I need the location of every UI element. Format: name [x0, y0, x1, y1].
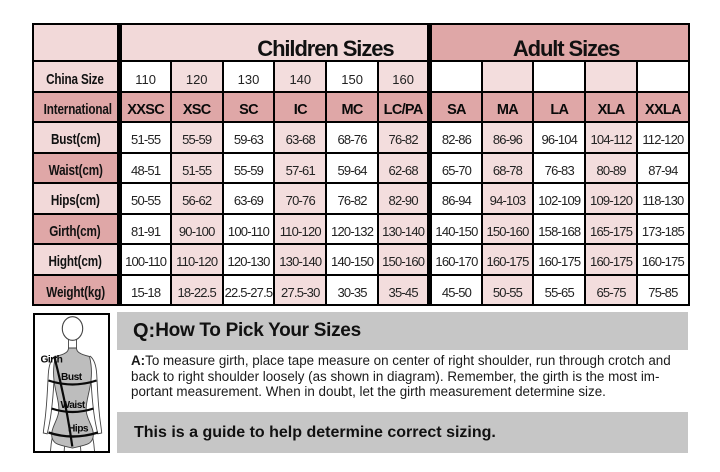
svg-text:Hips: Hips	[68, 424, 89, 435]
svg-text:Waist: Waist	[61, 400, 86, 411]
svg-text:Girth: Girth	[41, 355, 63, 366]
svg-text:Bust: Bust	[61, 372, 83, 383]
